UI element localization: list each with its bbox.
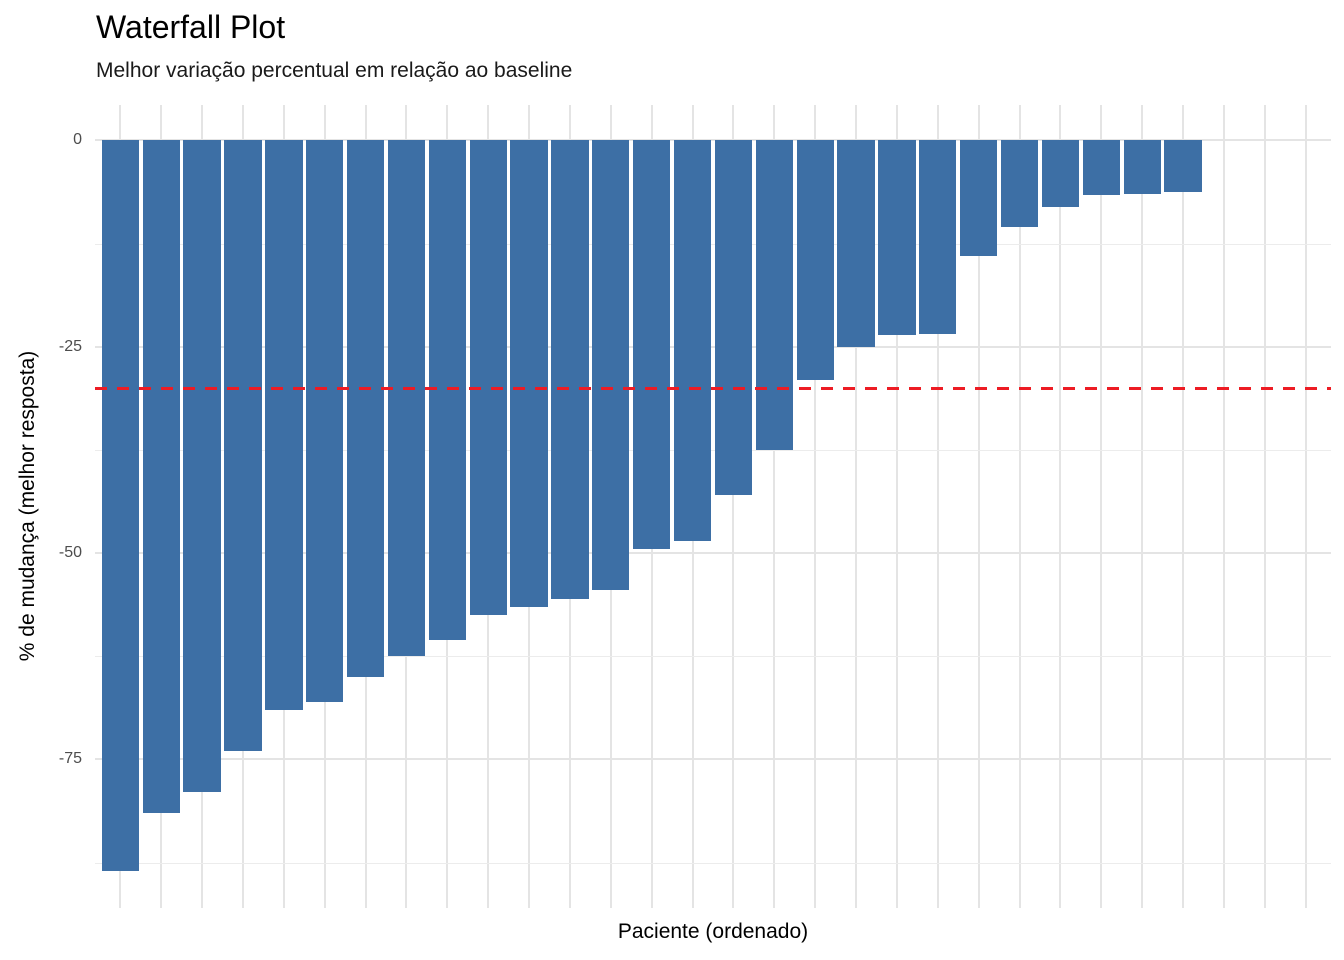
vertical-gridline [1304, 105, 1307, 908]
vertical-gridline [977, 105, 980, 908]
patient-bar [551, 140, 589, 599]
vertical-gridline [1100, 105, 1103, 908]
vertical-gridline [1263, 105, 1266, 908]
patient-bar [1123, 140, 1161, 195]
patient-bar [878, 140, 916, 336]
patient-bar [224, 140, 262, 752]
horizontal-gridline-minor [95, 656, 1331, 658]
horizontal-gridline-major [95, 758, 1331, 761]
patient-bar [919, 140, 957, 334]
plot-title: Waterfall Plot [96, 9, 286, 45]
vertical-gridline [1182, 105, 1185, 908]
patient-bar [1082, 140, 1120, 195]
vertical-gridline [1018, 105, 1021, 908]
vertical-gridline [732, 105, 735, 908]
horizontal-gridline-minor [95, 862, 1331, 864]
horizontal-gridline-minor [95, 449, 1331, 451]
patient-bar [796, 140, 834, 380]
patient-bar [633, 140, 671, 549]
vertical-gridline [773, 105, 776, 908]
patient-bar [428, 140, 466, 640]
y-axis-tick-label: -75 [58, 750, 82, 768]
vertical-gridline [936, 105, 939, 908]
patient-bar [469, 140, 507, 616]
patient-bar [265, 140, 303, 710]
vertical-gridline [1222, 105, 1225, 908]
patient-bar [755, 140, 793, 450]
patient-bar [306, 140, 344, 702]
patient-bar [510, 140, 548, 607]
y-axis-title: % de mudança (melhor resposta) [16, 350, 39, 662]
vertical-gridline [1141, 105, 1144, 908]
y-axis-tick-label: -50 [58, 544, 82, 562]
patient-bar [837, 140, 875, 347]
patient-bar [346, 140, 385, 677]
vertical-gridline [814, 105, 817, 908]
y-axis-tick-label: 0 [73, 131, 82, 149]
horizontal-gridline-major [95, 139, 1331, 142]
patient-bar [960, 140, 998, 257]
horizontal-gridline-major [95, 345, 1331, 348]
y-axis-tick-label: -25 [58, 337, 82, 355]
x-axis-title: Paciente (ordenado) [617, 920, 809, 943]
plot-subtitle: Melhor variação percentual em relação ao… [96, 59, 573, 82]
vertical-gridline [1059, 105, 1062, 908]
patient-bar [1164, 140, 1202, 193]
patient-bar [1000, 140, 1039, 228]
patient-bar [183, 140, 221, 793]
plot-panel [95, 105, 1331, 908]
vertical-gridline [895, 105, 898, 908]
patient-bar [1041, 140, 1080, 207]
patient-bar [592, 140, 630, 591]
reference-line [95, 386, 1331, 390]
vertical-gridline [855, 105, 858, 908]
horizontal-gridline-minor [95, 243, 1331, 245]
patient-bar [714, 140, 753, 496]
horizontal-gridline-major [95, 552, 1331, 555]
patient-bar [101, 140, 140, 871]
patient-bar [387, 140, 426, 657]
patient-bar [142, 140, 180, 814]
patient-bar [673, 140, 712, 541]
